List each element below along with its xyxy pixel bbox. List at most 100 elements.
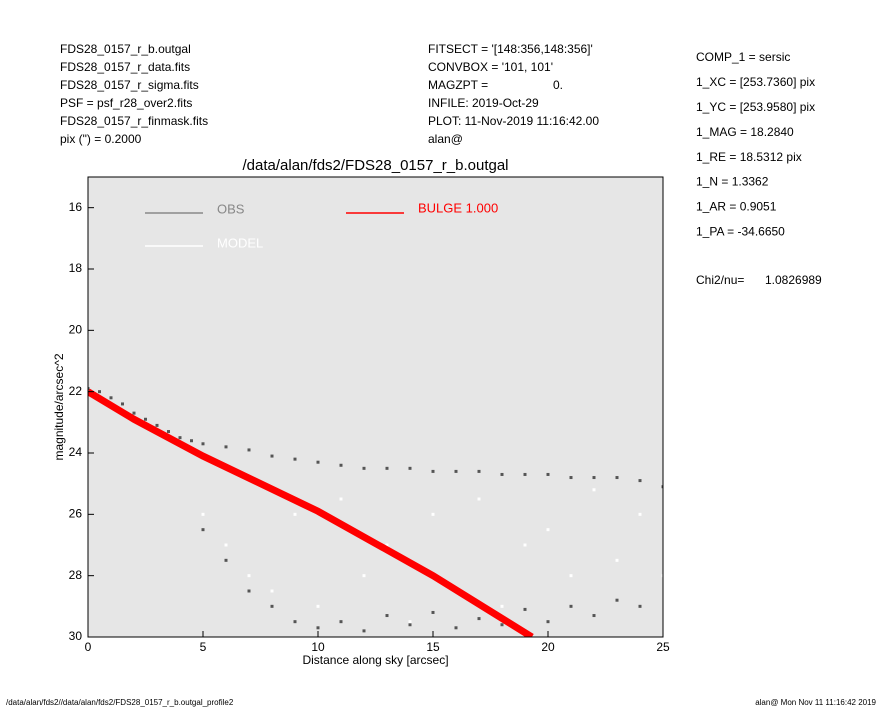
data-point [247,448,251,452]
data-point [293,620,297,624]
y-tick-label: 20 [69,323,83,337]
data-point [477,469,481,473]
data-point [546,620,550,624]
data-point [477,497,481,501]
x-tick-label: 15 [426,640,440,654]
x-axis-label: Distance along sky [arcsec] [302,653,448,667]
data-point [270,589,274,593]
data-point [362,466,366,470]
data-point [569,604,573,608]
data-point [247,574,251,578]
header-left-line: FDS28_0157_r_sigma.fits [60,78,199,92]
data-point [408,466,412,470]
component-param: 1_AR = 0.9051 [696,200,777,214]
footer-left: /data/alan/fds2//data/alan/fds2/FDS28_01… [6,698,234,707]
x-tick-label: 25 [656,640,670,654]
legend-label: MODEL [217,235,263,250]
magzpt-value: 0. [553,78,563,92]
header-middle-line: alan@ [428,132,463,146]
data-point [201,528,205,532]
x-tick-label: 20 [541,640,555,654]
header-middle-line: FITSECT = '[148:356,148:356]' [428,42,593,56]
data-point [98,390,101,394]
data-point [454,626,458,630]
legend-label: OBS [217,201,245,216]
data-point [224,445,228,449]
data-point [224,558,228,562]
data-point [385,466,389,470]
data-point [339,497,343,501]
data-point [638,479,642,483]
data-point [385,543,389,547]
data-point [201,512,205,516]
x-tick-label: 10 [311,640,325,654]
data-point [477,617,481,621]
chart-title: /data/alan/fds2/FDS28_0157_r_b.outgal [242,157,508,174]
data-point [615,598,619,602]
model-line [88,388,534,637]
data-point [339,463,343,467]
data-point [569,574,573,578]
header-left-line: FDS28_0157_r_finmask.fits [60,114,208,128]
data-point [523,472,527,476]
data-point [638,604,642,608]
component-param: 1_N = 1.3362 [696,175,769,189]
data-point [523,543,527,547]
data-point [500,472,504,476]
data-point [638,512,642,516]
data-point [224,543,228,547]
data-point [592,488,596,492]
data-point [431,512,435,516]
plot-area [88,177,663,637]
data-point [500,623,504,627]
data-point [385,614,389,618]
data-point [316,460,320,464]
data-point [190,439,193,443]
data-point [362,574,366,578]
data-point [408,623,412,627]
data-point [270,604,274,608]
data-point [167,430,170,434]
data-point [109,396,113,400]
header-middle-line: MAGZPT = [428,78,488,92]
data-point [454,469,458,473]
data-point [661,574,663,578]
data-point [201,442,205,446]
data-point [615,558,619,562]
data-point [293,457,297,461]
plot-frame [87,176,664,638]
header-left-line: pix (") = 0.2000 [60,132,142,146]
data-point [316,626,320,630]
data-point [615,476,619,480]
chi2-label: Chi2/nu= [696,273,744,287]
data-point [339,620,343,624]
data-point [592,614,596,618]
footer-right: alan@ Mon Nov 11 11:16:42 2019 [755,698,876,707]
data-point [88,387,90,391]
component-param: 1_YC = [253.9580] pix [696,100,815,114]
header-left-line: FDS28_0157_r_b.outgal [60,42,191,56]
header-left-line: PSF = psf_r28_over2.fits [60,96,192,110]
data-point [500,604,504,608]
component-param: 1_RE = 18.5312 pix [696,150,802,164]
y-tick-label: 26 [69,507,83,521]
data-point [362,629,366,633]
data-point [316,604,320,608]
y-tick-label: 30 [69,629,83,643]
component-param: 1_MAG = 18.2840 [696,125,794,139]
x-tick-label: 0 [85,640,92,654]
y-axis-label: magnitude/arcsec^2 [52,353,66,460]
data-point [546,472,550,476]
y-tick-label: 24 [69,445,83,459]
data-point [270,454,274,458]
component-param: COMP_1 = sersic [696,50,790,64]
data-point [569,476,573,480]
data-point [546,528,550,532]
data-point [178,436,182,440]
data-point [121,402,124,406]
y-tick-label: 22 [69,384,83,398]
y-tick-label: 18 [69,261,83,275]
data-point [293,512,297,516]
component-param: 1_XC = [253.7360] pix [696,75,815,89]
x-tick-label: 5 [200,640,207,654]
